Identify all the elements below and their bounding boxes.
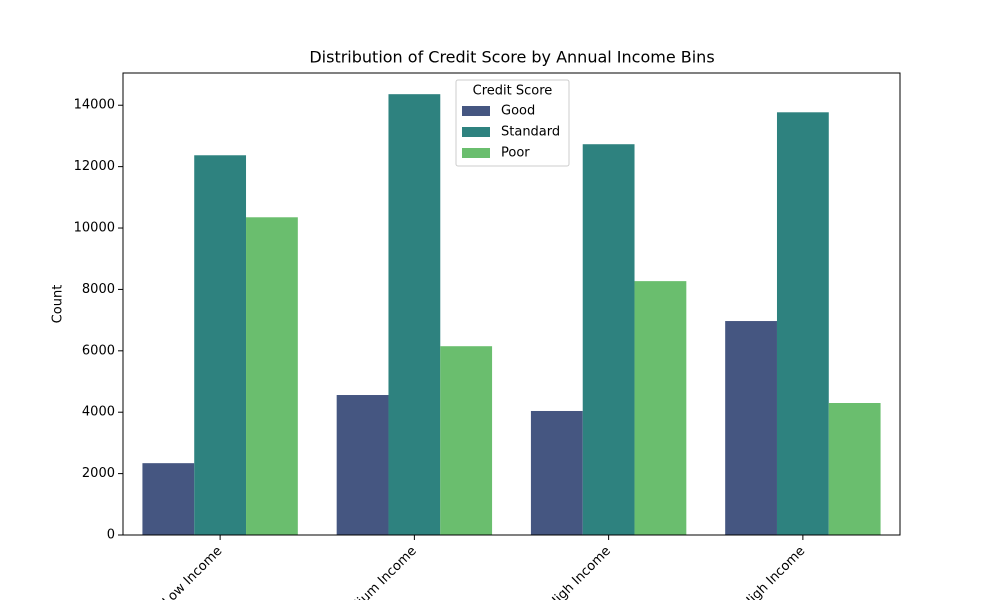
legend-label: Poor [501, 146, 530, 161]
legend-swatch [462, 148, 490, 158]
bar [725, 321, 777, 535]
plot-frame [122, 72, 901, 536]
bar [582, 144, 635, 535]
y-tick-label: 4000 [82, 405, 115, 420]
y-tick-label: 12000 [74, 159, 115, 174]
y-tick-label: 0 [107, 528, 115, 543]
legend-swatch [462, 127, 490, 137]
y-tick-label: 14000 [74, 98, 115, 113]
bar [388, 94, 441, 535]
bar [634, 281, 687, 535]
bar [440, 346, 493, 535]
legend-swatch [462, 106, 490, 116]
chart-title: Distribution of Credit Score by Annual I… [309, 48, 714, 67]
legend-box [455, 79, 570, 167]
y-axis-label: Count [51, 285, 66, 324]
y-tick-label: 10000 [74, 221, 115, 236]
legend-label: Good [501, 104, 535, 119]
y-tick-label: 2000 [82, 466, 115, 481]
bar [246, 217, 298, 536]
legend-label: Standard [501, 125, 560, 140]
legend-title: Credit Score [473, 84, 553, 99]
bar [194, 155, 247, 535]
bar [530, 410, 583, 535]
bar [828, 403, 881, 535]
y-tick-label: 6000 [82, 343, 115, 358]
bar [336, 395, 389, 535]
bar [776, 112, 829, 535]
y-tick-label: 8000 [82, 282, 115, 297]
bar [142, 463, 195, 535]
